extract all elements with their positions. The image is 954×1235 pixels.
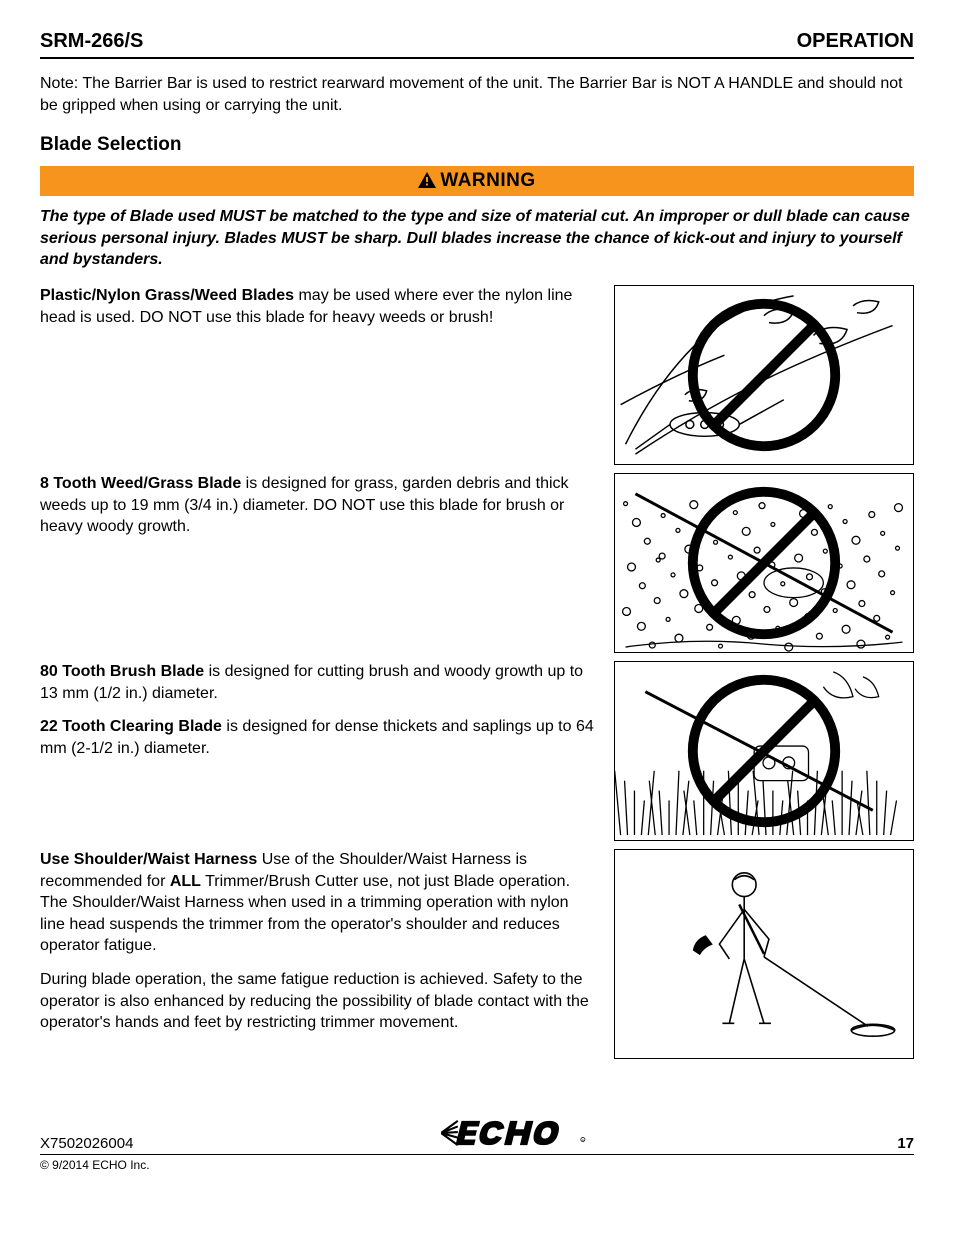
illustration-column <box>614 661 914 841</box>
warning-banner: WARNING <box>40 166 914 196</box>
paragraph-lead: Use Shoulder/Waist Harness <box>40 851 257 868</box>
illustration-column <box>614 473 914 653</box>
page-footer: X7502026004 R 17 © 9/2014 ECHO Inc. <box>40 1119 914 1172</box>
section-name: OPERATION <box>797 30 914 53</box>
warning-triangle-icon <box>418 172 436 188</box>
paragraph-lead: 8 Tooth Weed/Grass Blade <box>40 475 241 492</box>
warning-body: The type of Blade used MUST be matched t… <box>40 206 914 271</box>
prohibition-illustration <box>614 473 914 653</box>
content-row: 8 Tooth Weed/Grass Blade is designed for… <box>40 473 914 653</box>
page-header: SRM-266/S OPERATION <box>40 30 914 59</box>
body-paragraph: 8 Tooth Weed/Grass Blade is designed for… <box>40 473 594 538</box>
svg-text:R: R <box>582 1138 584 1142</box>
paragraph-lead: 22 Tooth Clearing Blade <box>40 718 222 735</box>
paragraph-lead: 80 Tooth Brush Blade <box>40 663 204 680</box>
content-row: 80 Tooth Brush Blade is designed for cut… <box>40 661 914 841</box>
inline-bold: ALL <box>170 873 201 890</box>
note-paragraph: Note: The Barrier Bar is used to restric… <box>40 73 914 116</box>
body-paragraph: 80 Tooth Brush Blade is designed for cut… <box>40 661 594 704</box>
paragraph-lead: Plastic/Nylon Grass/Weed Blades <box>40 287 294 304</box>
note-text: The Barrier Bar is used to restrict rear… <box>40 75 903 114</box>
body-paragraph: 22 Tooth Clearing Blade is designed for … <box>40 716 594 759</box>
text-column: 8 Tooth Weed/Grass Blade is designed for… <box>40 473 594 653</box>
illustration-column <box>614 285 914 465</box>
body-paragraph: Use Shoulder/Waist Harness Use of the Sh… <box>40 849 594 957</box>
warning-label: WARNING <box>440 170 535 191</box>
prohibition-illustration <box>614 661 914 841</box>
illustration-column <box>614 849 914 1059</box>
text-column: Plastic/Nylon Grass/Weed Blades may be u… <box>40 285 594 465</box>
text-column: Use Shoulder/Waist Harness Use of the Sh… <box>40 849 594 1059</box>
body-paragraph: Plastic/Nylon Grass/Weed Blades may be u… <box>40 285 594 328</box>
content-row: Use Shoulder/Waist Harness Use of the Sh… <box>40 849 914 1059</box>
prohibition-illustration <box>614 285 914 465</box>
note-label: Note: <box>40 75 78 92</box>
page-number: 17 <box>897 1135 914 1152</box>
content-row: Plastic/Nylon Grass/Weed Blades may be u… <box>40 285 914 465</box>
model-number: SRM-266/S <box>40 30 143 53</box>
section-heading: Blade Selection <box>40 134 914 156</box>
document-number: X7502026004 <box>40 1135 133 1152</box>
brand-logo: R <box>133 1119 897 1152</box>
text-column: 80 Tooth Brush Blade is designed for cut… <box>40 661 594 841</box>
copyright: © 9/2014 ECHO Inc. <box>40 1158 914 1172</box>
instruction-illustration <box>614 849 914 1059</box>
body-paragraph: During blade operation, the same fatigue… <box>40 969 594 1034</box>
